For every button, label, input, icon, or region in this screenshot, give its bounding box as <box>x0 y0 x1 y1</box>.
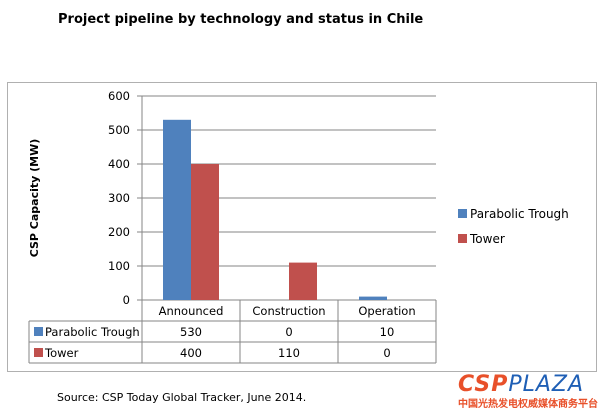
data-table-value: 400 <box>180 346 202 360</box>
x-category-label: Construction <box>252 304 325 318</box>
table-series-label: Parabolic Trough <box>45 325 140 339</box>
data-table-value: 0 <box>383 346 390 360</box>
data-table-value: 10 <box>380 325 395 339</box>
data-table-value: 530 <box>180 325 202 339</box>
logo: CSPPLAZA 中国光热发电权威媒体商务平台 <box>458 372 598 410</box>
y-tick-label: 200 <box>108 225 130 239</box>
chart-title: Project pipeline by technology and statu… <box>58 12 424 27</box>
logo-subtitle: 中国光热发电权威媒体商务平台 <box>458 399 598 410</box>
logo-part2: PLAZA <box>508 372 585 397</box>
y-tick-label: 0 <box>123 293 130 307</box>
source-note: Source: CSP Today Global Tracker, June 2… <box>57 391 307 404</box>
chart-frame <box>7 82 597 372</box>
legend-key <box>458 209 467 218</box>
y-tick-label: 400 <box>108 157 130 171</box>
bar-parabolic-trough <box>163 119 191 300</box>
table-legend-key <box>34 348 43 357</box>
y-tick-label: 300 <box>108 191 130 205</box>
y-axis-label: CSP Capacity (MW) <box>28 139 41 258</box>
legend-label: Tower <box>469 232 505 246</box>
table-legend-key <box>34 327 43 336</box>
x-category-label: Operation <box>358 304 415 318</box>
y-tick-label: 500 <box>108 123 130 137</box>
logo-part1: CSP <box>458 372 509 397</box>
legend-label: Parabolic Trough <box>470 207 569 221</box>
y-tick-label: 600 <box>108 89 130 103</box>
x-category-label: Announced <box>159 304 224 318</box>
data-table-value: 0 <box>285 325 292 339</box>
bar-parabolic-trough <box>359 296 387 300</box>
bar-tower <box>289 262 317 300</box>
y-tick-label: 100 <box>108 259 130 273</box>
data-table-value: 110 <box>278 346 300 360</box>
bar-tower <box>191 164 219 300</box>
table-series-label: Tower <box>44 346 79 360</box>
legend-key <box>458 234 467 243</box>
